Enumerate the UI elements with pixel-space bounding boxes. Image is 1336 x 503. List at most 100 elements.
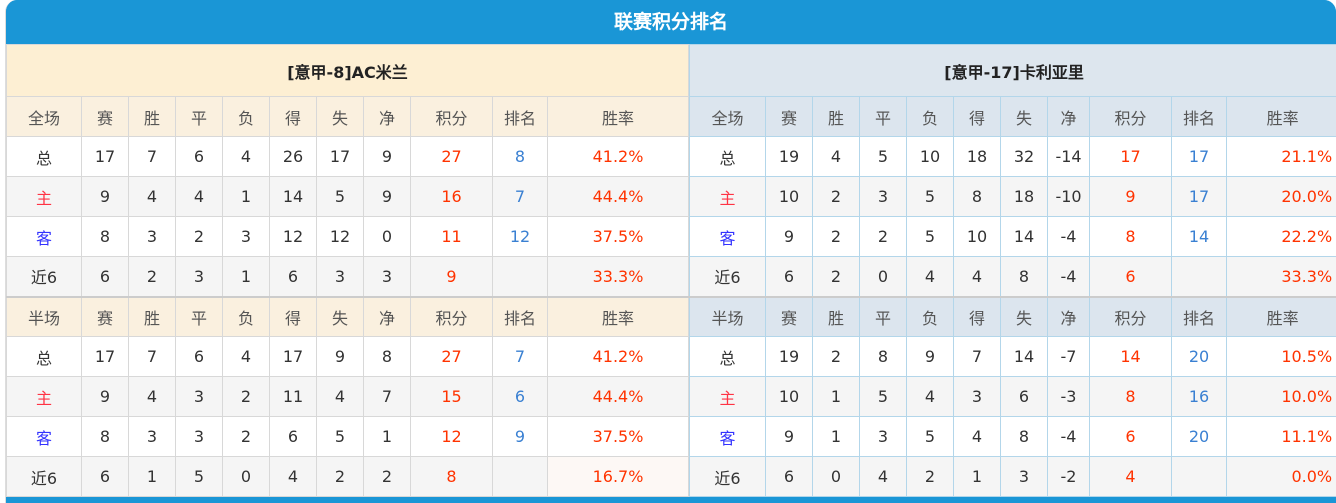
cell-goal-diff: 2: [363, 456, 411, 497]
column-header-row: 半场赛胜平负得失净积分 排名 胜率: [6, 295, 690, 337]
cell-matches: 19: [765, 136, 814, 177]
cell-goal-diff: 8: [363, 336, 411, 377]
cell-goal-diff: -4: [1047, 256, 1091, 297]
cell-win-rate: 44.4%: [546, 376, 690, 417]
cell-points: 27: [410, 136, 493, 177]
column-header-win-rate: 胜率: [546, 96, 690, 137]
row-label: 总: [689, 336, 767, 377]
cell-wins: 2: [812, 216, 861, 257]
column-header-draws: 平: [859, 96, 908, 137]
row-label: 主: [6, 176, 82, 217]
cell-goals-for: 4: [953, 256, 1002, 297]
column-header-goal-diff: 净: [363, 96, 411, 137]
cell-goal-diff: -4: [1047, 216, 1091, 257]
column-header-wins: 胜: [812, 96, 861, 137]
cell-draws: 4: [859, 456, 908, 497]
table-row: 总 19 4 5 10 18 32 -14 17 17 21.1%: [689, 136, 1336, 177]
column-header-losses: 负: [906, 295, 955, 337]
cell-goals-against: 3: [1000, 456, 1049, 497]
table-row: 近6 6 1 5 0 4 2 2 8 16.7%: [6, 456, 690, 497]
cell-losses: 2: [906, 456, 955, 497]
cell-goal-diff: -7: [1047, 336, 1091, 377]
team-table-away: [意甲-17]卡利亚里 全场赛胜平负得失净积分 排名 胜率总 19 4 5 10 18 32 -14…: [689, 44, 1336, 497]
cell-matches: 9: [765, 416, 814, 457]
cell-points: 14: [1089, 336, 1173, 377]
cell-points: 12: [410, 416, 493, 457]
column-header-draws: 平: [859, 295, 908, 337]
cell-draws: 2: [175, 216, 223, 257]
row-label: 客: [6, 216, 82, 257]
cell-losses: 4: [906, 256, 955, 297]
cell-draws: 0: [859, 256, 908, 297]
column-header-goals-for: 得: [269, 295, 317, 337]
cell-win-rate: 41.2%: [546, 336, 690, 377]
cell-losses: 4: [222, 336, 270, 377]
cell-points: 9: [1089, 176, 1173, 217]
cell-matches: 8: [81, 416, 129, 457]
column-header-losses: 负: [906, 96, 955, 137]
column-header-rank: 排名: [492, 295, 548, 337]
cell-matches: 9: [81, 176, 129, 217]
cell-goals-against: 9: [316, 336, 364, 377]
cell-losses: 2: [222, 376, 270, 417]
cell-wins: 2: [812, 256, 861, 297]
cell-rank: 17: [1171, 136, 1228, 177]
cell-wins: 1: [812, 376, 861, 417]
cell-goals-for: 10: [953, 216, 1002, 257]
cell-losses: 5: [906, 416, 955, 457]
cell-points: 8: [1089, 216, 1173, 257]
column-header-row: 全场赛胜平负得失净积分 排名 胜率: [6, 96, 690, 137]
cell-goal-diff: 9: [363, 176, 411, 217]
cell-losses: 10: [906, 136, 955, 177]
cell-win-rate: 33.3%: [546, 256, 690, 297]
column-header-rank: 排名: [492, 96, 548, 137]
column-header-losses: 负: [222, 96, 270, 137]
cell-wins: 1: [812, 416, 861, 457]
team-name[interactable]: [意甲-8]AC米兰: [6, 44, 690, 97]
column-header-goals-against: 失: [1000, 96, 1049, 137]
cell-points: 11: [410, 216, 493, 257]
column-header-rank: 排名: [1171, 295, 1228, 337]
row-label: 近6: [6, 456, 82, 497]
cell-win-rate: 37.5%: [546, 216, 690, 257]
cell-win-rate: 33.3%: [1226, 256, 1336, 297]
table-row: 近6 6 2 0 4 4 8 -4 6 33.3%: [689, 256, 1336, 297]
cell-goals-for: 18: [953, 136, 1002, 177]
cell-win-rate: 41.2%: [546, 136, 690, 177]
cell-wins: 7: [128, 336, 176, 377]
cell-rank: 16: [1171, 376, 1228, 417]
table-row: 总 17 7 6 4 17 9 8 27 7 41.2%: [6, 336, 690, 377]
cell-losses: 5: [906, 216, 955, 257]
cell-goals-against: 5: [316, 176, 364, 217]
cell-points: 16: [410, 176, 493, 217]
cell-rank: 20: [1171, 416, 1228, 457]
column-header-points: 积分: [1089, 96, 1173, 137]
column-header-points: 积分: [1089, 295, 1173, 337]
table-row: 主 9 4 4 1 14 5 9 16 7 44.4%: [6, 176, 690, 217]
column-header-losses: 负: [222, 295, 270, 337]
cell-points: 27: [410, 336, 493, 377]
column-header-wins: 胜: [128, 96, 176, 137]
cell-matches: 19: [765, 336, 814, 377]
cell-win-rate: 20.0%: [1226, 176, 1336, 217]
column-header-wins: 胜: [128, 295, 176, 337]
cell-draws: 5: [175, 456, 223, 497]
cell-goal-diff: -2: [1047, 456, 1091, 497]
cell-goals-for: 14: [269, 176, 317, 217]
cell-win-rate: 21.1%: [1226, 136, 1336, 177]
cell-rank: [492, 456, 548, 497]
team-name[interactable]: [意甲-17]卡利亚里: [689, 44, 1336, 97]
cell-draws: 8: [859, 336, 908, 377]
cell-draws: 2: [859, 216, 908, 257]
cell-wins: 0: [812, 456, 861, 497]
cell-draws: 3: [859, 416, 908, 457]
cell-draws: 6: [175, 136, 223, 177]
cell-win-rate: 44.4%: [546, 176, 690, 217]
cell-matches: 8: [81, 216, 129, 257]
cell-points: 9: [410, 256, 493, 297]
cell-goals-for: 17: [269, 336, 317, 377]
cell-goal-diff: 1: [363, 416, 411, 457]
cell-win-rate: 37.5%: [546, 416, 690, 457]
cell-points: 6: [1089, 256, 1173, 297]
table-row: 客 9 1 3 5 4 8 -4 6 20 11.1%: [689, 416, 1336, 457]
